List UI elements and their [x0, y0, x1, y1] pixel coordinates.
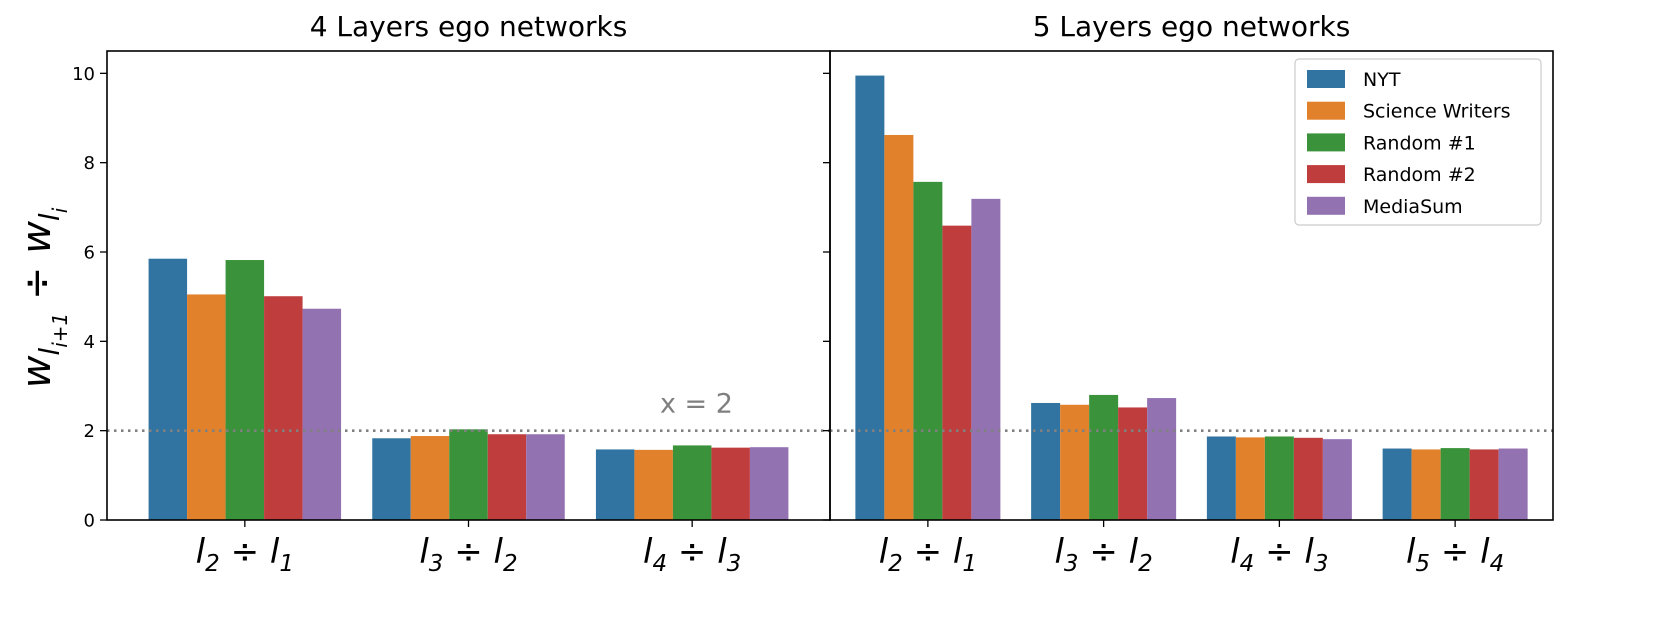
bar-mediasum-cat-1 [971, 198, 1001, 520]
left-panel-4-layers: x = 2 0 2 4 6 8 10 l2 ÷ l1 l3 ÷ l2 l4 ÷ l3 4 Layer… [72, 10, 831, 577]
bar-random-2-cat-2 [487, 434, 527, 520]
legend-label: Science Writers [1363, 101, 1511, 123]
bar-random-1-cat-1 [913, 181, 943, 520]
bar-nyt-cat-1 [148, 258, 188, 520]
right-panel-5-layers: l2 ÷ l1 l3 ÷ l2 l4 ÷ l3 l5 ÷ l4 5 Layers ego… [823, 10, 1554, 577]
y-axis-title: wli+1 ÷ wli [14, 207, 72, 388]
x-tick-label: l4 ÷ l3 [643, 532, 741, 577]
bar-random-1-cat-2 [449, 429, 488, 520]
bar-random-1-cat-3 [1264, 436, 1294, 520]
legend-swatch [1307, 196, 1345, 215]
y-tick-label: 8 [84, 153, 95, 174]
bar-random-1-cat-2 [1089, 394, 1119, 520]
bar-science-writers-cat-3 [634, 449, 673, 520]
bar-science-writers-cat-3 [1235, 437, 1265, 520]
legend-label: NYT [1363, 69, 1401, 91]
bar-science-writers-cat-2 [410, 436, 450, 520]
legend-label: Random #1 [1363, 132, 1476, 154]
bar-science-writers-cat-2 [1060, 404, 1090, 520]
y-tick-label: 10 [72, 64, 95, 85]
bar-nyt-cat-4 [1382, 448, 1412, 520]
y-tick-label: 4 [84, 332, 95, 353]
axes-frame [829, 50, 1554, 521]
bar-science-writers-cat-1 [187, 294, 226, 520]
panel-title: 5 Layers ego networks [1033, 10, 1351, 43]
legend-swatch [1307, 70, 1345, 88]
legend-box [1294, 58, 1542, 226]
legend-swatch [1307, 101, 1345, 120]
x-tick-label: l3 ÷ l2 [419, 532, 517, 577]
x-tick-label: l2 ÷ l1 [879, 532, 977, 577]
bar-mediasum-cat-4 [1498, 448, 1528, 520]
legend-label: Random #2 [1363, 164, 1476, 186]
bar-random-2-cat-4 [1469, 449, 1499, 520]
bar-nyt-cat-3 [595, 449, 635, 520]
legend-swatch [1307, 165, 1345, 184]
bar-mediasum-cat-1 [302, 308, 342, 520]
bar-random-1-cat-3 [672, 445, 712, 520]
panel-title: 4 Layers ego networks [310, 10, 628, 43]
x-tick-label: l3 ÷ l2 [1054, 532, 1152, 577]
legend-label: MediaSum [1363, 196, 1463, 218]
y-tick-label: 6 [84, 243, 95, 264]
y-tick-label: 2 [84, 421, 95, 442]
x-tick-label: l2 ÷ l1 [196, 532, 294, 577]
bar-random-2-cat-2 [1118, 407, 1148, 520]
bar-mediasum-cat-3 [749, 447, 789, 520]
bar-nyt-cat-1 [855, 75, 885, 520]
bar-science-writers-cat-4 [1411, 449, 1441, 520]
bar-random-2-cat-1 [264, 296, 303, 520]
bar-random-2-cat-1 [942, 225, 972, 520]
bar-random-2-cat-3 [1293, 437, 1323, 520]
y-axis-label: wli+1 ÷ wli [14, 207, 72, 388]
y-tick-label: 0 [84, 511, 95, 532]
x-tick-label: l5 ÷ l4 [1406, 532, 1504, 577]
x-tick-label: l4 ÷ l3 [1230, 532, 1328, 577]
bar-nyt-cat-2 [1031, 402, 1061, 520]
bar-random-1-cat-1 [225, 260, 265, 520]
legend: NYT Science Writers Random #1 Random #2 Medi… [1294, 58, 1542, 226]
bar-nyt-cat-2 [372, 438, 411, 520]
bar-science-writers-cat-1 [884, 134, 914, 520]
bar-mediasum-cat-2 [1147, 398, 1177, 520]
bar-mediasum-cat-3 [1322, 439, 1352, 520]
bar-random-1-cat-4 [1440, 448, 1470, 520]
legend-swatch [1307, 133, 1345, 152]
bar-nyt-cat-3 [1206, 436, 1236, 520]
bar-random-2-cat-3 [711, 447, 750, 520]
bar-mediasum-cat-2 [526, 434, 565, 520]
reference-line-label: x = 2 [660, 389, 733, 420]
